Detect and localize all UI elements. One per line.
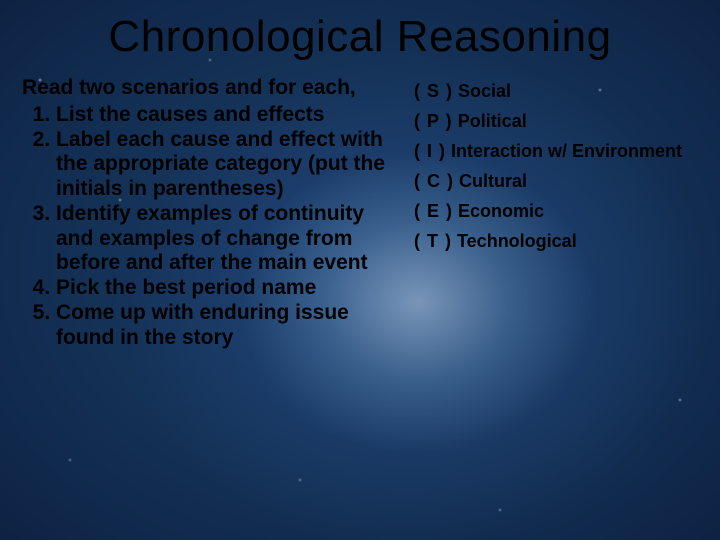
category-item: ( T ) Technological [414,232,698,250]
list-item: Come up with enduring issue found in the… [56,301,402,351]
slide: Chronological Reasoning Read two scenari… [0,0,720,540]
slide-title: Chronological Reasoning [22,12,698,62]
categories-column: ( S ) Social ( P ) Political ( I ) Inter… [414,76,698,350]
category-label: Cultural [459,171,527,191]
category-item: ( E ) Economic [414,202,698,220]
category-item: ( C ) Cultural [414,172,698,190]
list-item: Pick the best period name [56,276,402,301]
category-code: ( P ) [414,111,453,131]
category-code: ( I ) [414,141,446,161]
content-columns: Read two scenarios and for each, List th… [22,76,698,350]
category-code: ( S ) [414,81,453,101]
category-code: ( C ) [414,171,454,191]
categories-list: ( S ) Social ( P ) Political ( I ) Inter… [414,82,698,250]
category-code: ( E ) [414,201,453,221]
category-label: Political [458,111,527,131]
category-code: ( T ) [414,231,452,251]
list-item: Identify examples of continuity and exam… [56,202,402,276]
intro-text: Read two scenarios and for each, [22,76,402,101]
category-item: ( S ) Social [414,82,698,100]
category-item: ( I ) Interaction w/ Environment [414,142,698,160]
instructions-column: Read two scenarios and for each, List th… [22,76,402,350]
category-label: Social [458,81,511,101]
list-item: Label each cause and effect with the app… [56,128,402,202]
category-label: Economic [458,201,544,221]
category-label: Technological [457,231,577,251]
list-item: List the causes and effects [56,103,402,128]
steps-list: List the causes and effects Label each c… [22,103,402,351]
category-label: Interaction w/ Environment [451,141,682,161]
category-item: ( P ) Political [414,112,698,130]
